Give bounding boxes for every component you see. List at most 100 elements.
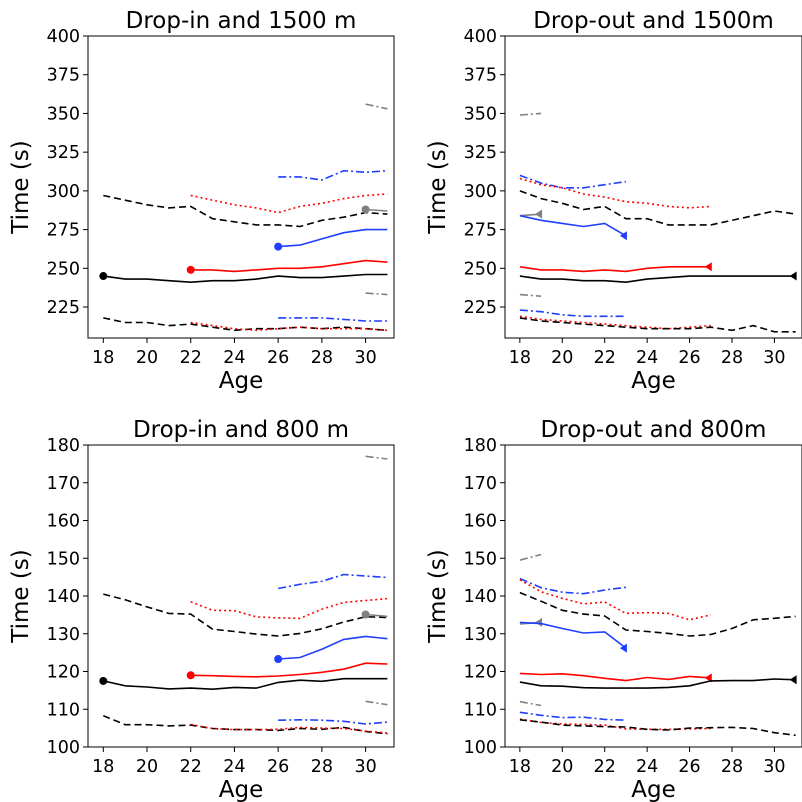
plot-area bbox=[99, 455, 388, 735]
series-line-red-solid bbox=[190, 662, 388, 678]
y-tick-label: 110 bbox=[47, 700, 80, 720]
series-line-black-dashed bbox=[519, 317, 796, 333]
series-line-blue-dashdot bbox=[278, 317, 388, 322]
series-line-black-dashed bbox=[519, 591, 796, 637]
y-tick-label: 375 bbox=[464, 66, 497, 86]
y-tick-label: 350 bbox=[464, 104, 497, 124]
x-tick-label: 28 bbox=[311, 757, 333, 777]
series-line-gray-dashdot bbox=[365, 455, 388, 460]
y-tick-label: 140 bbox=[464, 587, 497, 607]
y-tick-label: 140 bbox=[47, 587, 80, 607]
plot-area bbox=[519, 553, 797, 737]
x-axis-label: Age bbox=[219, 777, 263, 802]
x-tick-label: 26 bbox=[267, 348, 289, 368]
y-axis-label: Time (s) bbox=[8, 549, 34, 644]
series-end-marker bbox=[535, 617, 543, 627]
series-line-gray-dashdot bbox=[519, 293, 542, 297]
series-start-marker bbox=[99, 676, 108, 685]
series-line-gray-dashdot bbox=[519, 553, 542, 561]
x-tick-label: 30 bbox=[354, 348, 376, 368]
y-tick-label: 120 bbox=[464, 663, 497, 683]
series-line-red-dotted bbox=[190, 321, 388, 332]
series-line-black-dashed bbox=[519, 190, 796, 226]
y-axis-label: Time (s) bbox=[8, 140, 34, 235]
y-tick-label: 300 bbox=[47, 182, 80, 202]
series-end-marker bbox=[789, 271, 797, 281]
x-tick-label: 24 bbox=[636, 348, 658, 368]
x-tick-label: 24 bbox=[223, 757, 245, 777]
series-line-red-solid bbox=[190, 259, 388, 273]
x-tick-label: 22 bbox=[180, 348, 202, 368]
subplot-2: 18 20 22 24 26 28 30 225 250 275 300 325 350 375 400 Dr… bbox=[425, 8, 802, 394]
series-line-blue-dashdot bbox=[519, 174, 627, 189]
x-tick-label: 28 bbox=[721, 348, 743, 368]
series-line-red-dotted bbox=[519, 579, 711, 621]
axes-frame bbox=[504, 444, 802, 748]
series-line-black-solid bbox=[103, 273, 388, 284]
y-tick-label: 225 bbox=[464, 298, 497, 318]
y-tick-label: 170 bbox=[464, 474, 497, 494]
x-tick-label: 26 bbox=[678, 348, 700, 368]
subplot-4: 18 20 22 24 26 28 30 100 110 120 130 140 150 160 170 18… bbox=[425, 417, 802, 802]
y-tick-label: 130 bbox=[464, 625, 497, 645]
series-line-red-dotted bbox=[190, 597, 388, 620]
y-tick-label: 180 bbox=[47, 436, 80, 456]
series-end-marker bbox=[704, 673, 712, 683]
x-tick-label: 18 bbox=[509, 348, 531, 368]
series-start-marker bbox=[274, 655, 283, 664]
y-tick-label: 225 bbox=[47, 298, 80, 318]
series-line-gray-dashdot bbox=[365, 700, 388, 706]
subplot-3: 18 20 22 24 26 28 30 100 110 120 130 140 150 160 170 18… bbox=[8, 417, 395, 802]
x-tick-label: 22 bbox=[594, 348, 616, 368]
x-tick-label: 20 bbox=[136, 757, 158, 777]
series-start-marker bbox=[274, 242, 283, 251]
chart-title: Drop-in and 800 m bbox=[133, 417, 349, 443]
y-tick-label: 400 bbox=[47, 27, 80, 47]
chart-title: Drop-in and 1500 m bbox=[126, 8, 357, 34]
y-axis-label: Time (s) bbox=[425, 140, 451, 235]
x-tick-label: 18 bbox=[92, 348, 114, 368]
series-start-marker bbox=[99, 272, 108, 281]
series-end-marker bbox=[619, 231, 627, 241]
series-line-blue-dashdot bbox=[278, 573, 388, 590]
series-line-blue-solid bbox=[278, 635, 388, 660]
series-start-marker bbox=[361, 205, 370, 214]
series-line-black-dashed bbox=[519, 719, 796, 737]
y-tick-label: 160 bbox=[47, 512, 80, 532]
series-end-marker bbox=[704, 262, 712, 272]
y-tick-label: 250 bbox=[47, 259, 80, 279]
x-tick-label: 24 bbox=[223, 348, 245, 368]
series-line-red-solid bbox=[519, 672, 711, 682]
series-end-marker bbox=[535, 209, 543, 219]
y-tick-label: 250 bbox=[464, 259, 497, 279]
x-tick-label: 20 bbox=[136, 348, 158, 368]
y-tick-label: 170 bbox=[47, 474, 80, 494]
y-tick-label: 375 bbox=[47, 66, 80, 86]
y-tick-label: 325 bbox=[47, 143, 80, 163]
x-tick-label: 28 bbox=[311, 348, 333, 368]
x-tick-label: 26 bbox=[678, 757, 700, 777]
chart-title: Drop-out and 1500m bbox=[533, 8, 774, 34]
y-tick-label: 275 bbox=[47, 221, 80, 241]
y-tick-label: 100 bbox=[47, 738, 80, 758]
plot-area bbox=[519, 112, 797, 333]
series-start-marker bbox=[361, 610, 370, 619]
x-tick-label: 30 bbox=[354, 757, 376, 777]
y-tick-label: 350 bbox=[47, 104, 80, 124]
x-tick-label: 20 bbox=[551, 757, 573, 777]
y-tick-label: 150 bbox=[47, 549, 80, 569]
series-line-red-solid bbox=[519, 265, 711, 273]
series-line-gray-dashdot bbox=[519, 700, 542, 707]
series-line-gray-dashdot bbox=[365, 292, 388, 296]
x-tick-label: 18 bbox=[509, 757, 531, 777]
series-end-marker bbox=[619, 643, 627, 653]
series-line-blue-solid bbox=[519, 621, 627, 649]
x-tick-label: 22 bbox=[594, 757, 616, 777]
series-line-red-dotted bbox=[519, 315, 711, 330]
series-end-marker bbox=[789, 675, 797, 685]
axes-frame bbox=[504, 35, 802, 339]
plot-area bbox=[99, 103, 388, 332]
x-tick-label: 30 bbox=[763, 757, 785, 777]
y-tick-label: 150 bbox=[464, 549, 497, 569]
